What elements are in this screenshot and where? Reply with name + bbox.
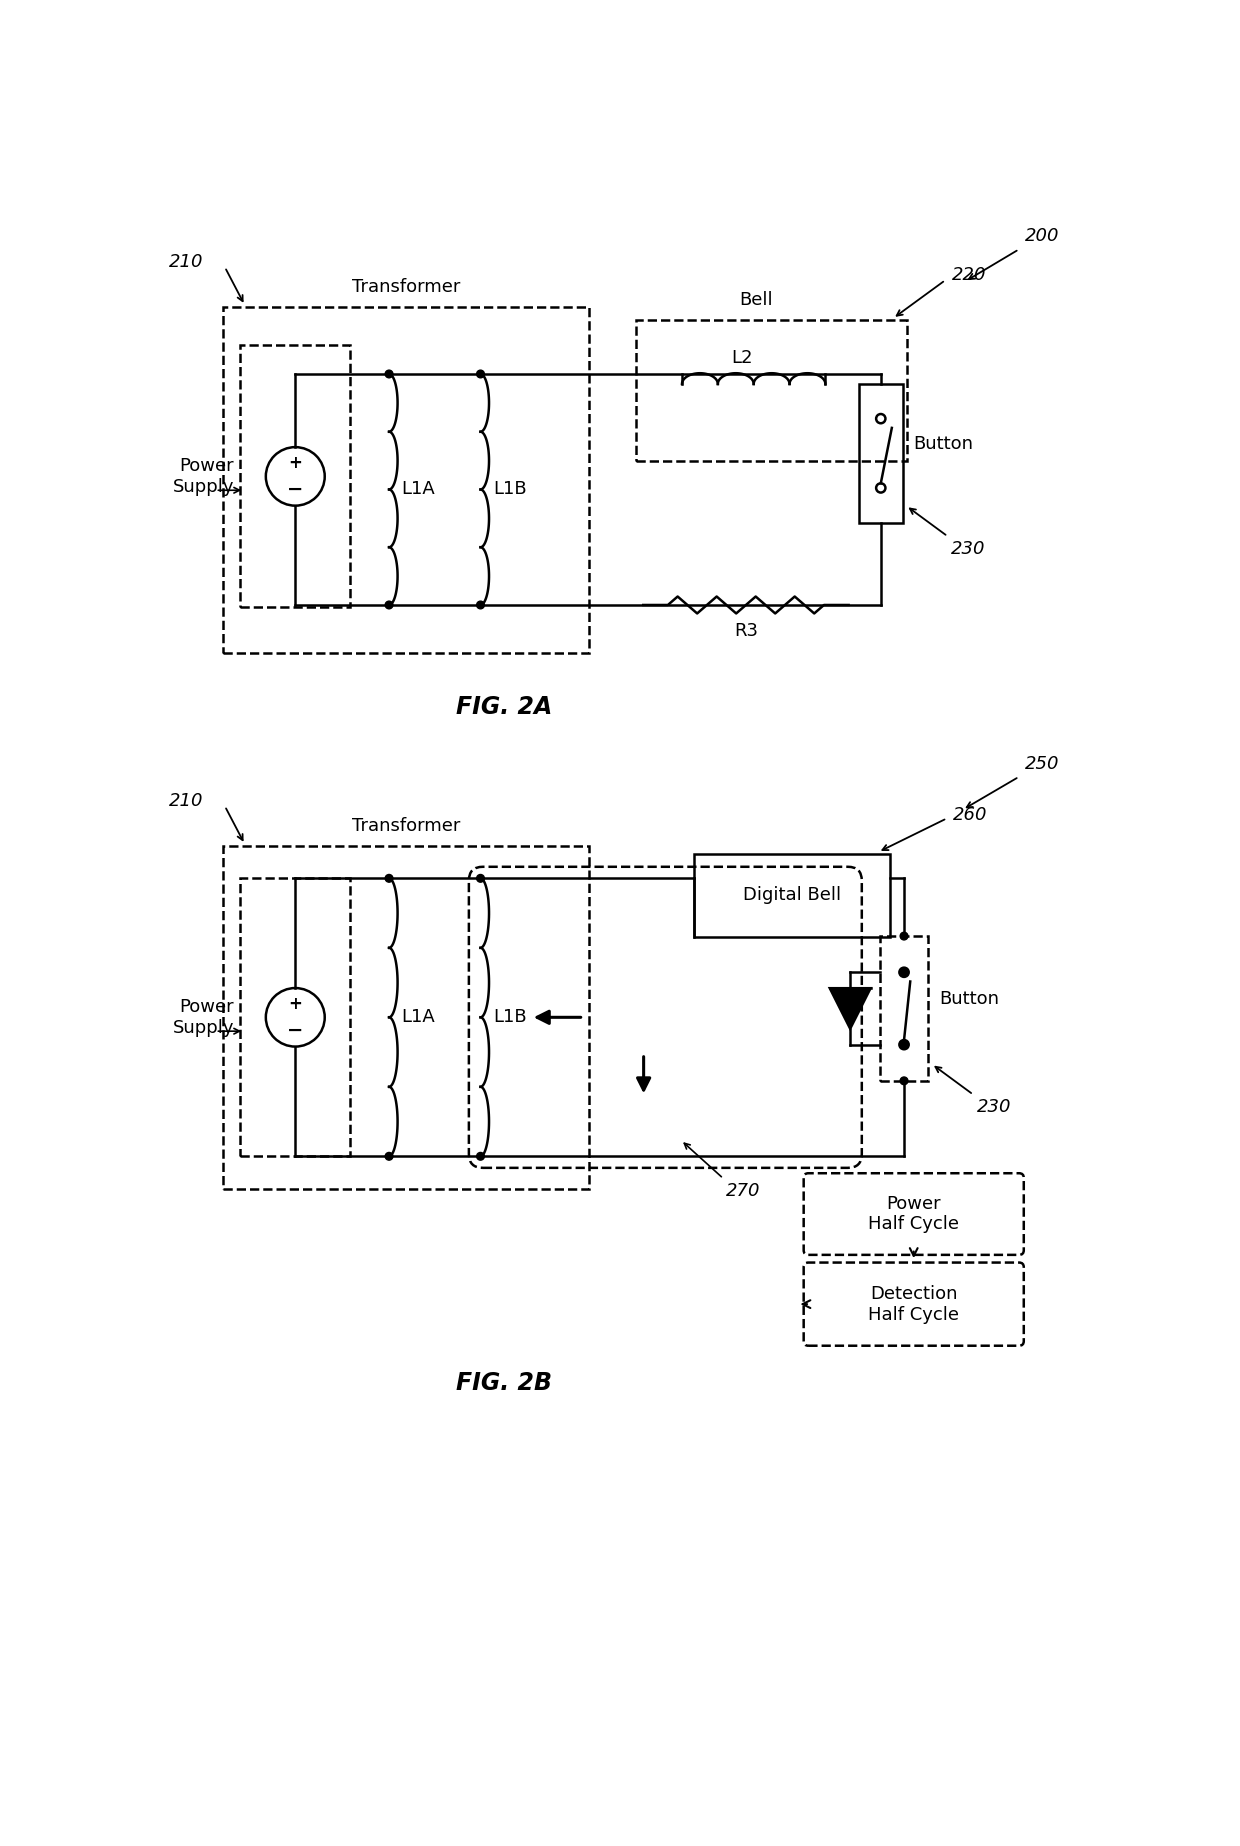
- Circle shape: [900, 932, 908, 940]
- Circle shape: [386, 602, 393, 609]
- Bar: [223, 306, 589, 653]
- Text: FIG. 2A: FIG. 2A: [455, 696, 552, 720]
- Text: 210: 210: [169, 792, 203, 810]
- Text: Detection
Half Cycle: Detection Half Cycle: [868, 1285, 960, 1324]
- Circle shape: [476, 875, 485, 882]
- Bar: [223, 845, 589, 1189]
- Text: L1A: L1A: [402, 1008, 435, 1026]
- Text: 220: 220: [952, 266, 986, 284]
- Text: −: −: [288, 1021, 304, 1039]
- Circle shape: [900, 969, 908, 977]
- Circle shape: [476, 1152, 485, 1159]
- Bar: [879, 936, 929, 1082]
- Bar: [635, 319, 906, 462]
- Text: L1B: L1B: [494, 1008, 527, 1026]
- Text: 210: 210: [169, 253, 203, 271]
- Text: Digital Bell: Digital Bell: [743, 886, 841, 905]
- Text: Bell: Bell: [739, 292, 773, 310]
- Text: Power
Supply: Power Supply: [172, 999, 234, 1037]
- Bar: [858, 384, 903, 522]
- Text: L2: L2: [732, 349, 753, 367]
- Text: 200: 200: [1024, 227, 1059, 246]
- Text: 270: 270: [725, 1181, 760, 1200]
- Circle shape: [476, 371, 485, 378]
- Circle shape: [386, 1152, 393, 1159]
- Text: L1A: L1A: [402, 480, 435, 498]
- Circle shape: [900, 1041, 908, 1049]
- Text: 260: 260: [954, 807, 988, 823]
- Text: Button: Button: [940, 989, 999, 1008]
- Text: −: −: [288, 480, 304, 498]
- Text: 250: 250: [1024, 755, 1059, 773]
- Text: 230: 230: [951, 539, 986, 557]
- Bar: [241, 879, 351, 1156]
- Text: +: +: [289, 995, 303, 1013]
- Circle shape: [386, 875, 393, 882]
- Text: Power
Half Cycle: Power Half Cycle: [868, 1194, 960, 1233]
- Bar: [241, 345, 351, 607]
- Polygon shape: [830, 988, 870, 1028]
- Text: 230: 230: [977, 1098, 1011, 1115]
- Bar: [693, 853, 890, 938]
- Text: L1B: L1B: [494, 480, 527, 498]
- Circle shape: [900, 1076, 908, 1085]
- Text: R3: R3: [734, 622, 758, 641]
- Text: +: +: [289, 454, 303, 473]
- Text: Button: Button: [914, 436, 973, 452]
- Text: FIG. 2B: FIG. 2B: [456, 1372, 552, 1396]
- Text: Transformer: Transformer: [352, 279, 460, 295]
- Text: Transformer: Transformer: [352, 818, 460, 834]
- Circle shape: [476, 602, 485, 609]
- Text: Power
Supply: Power Supply: [172, 458, 234, 497]
- Circle shape: [386, 371, 393, 378]
